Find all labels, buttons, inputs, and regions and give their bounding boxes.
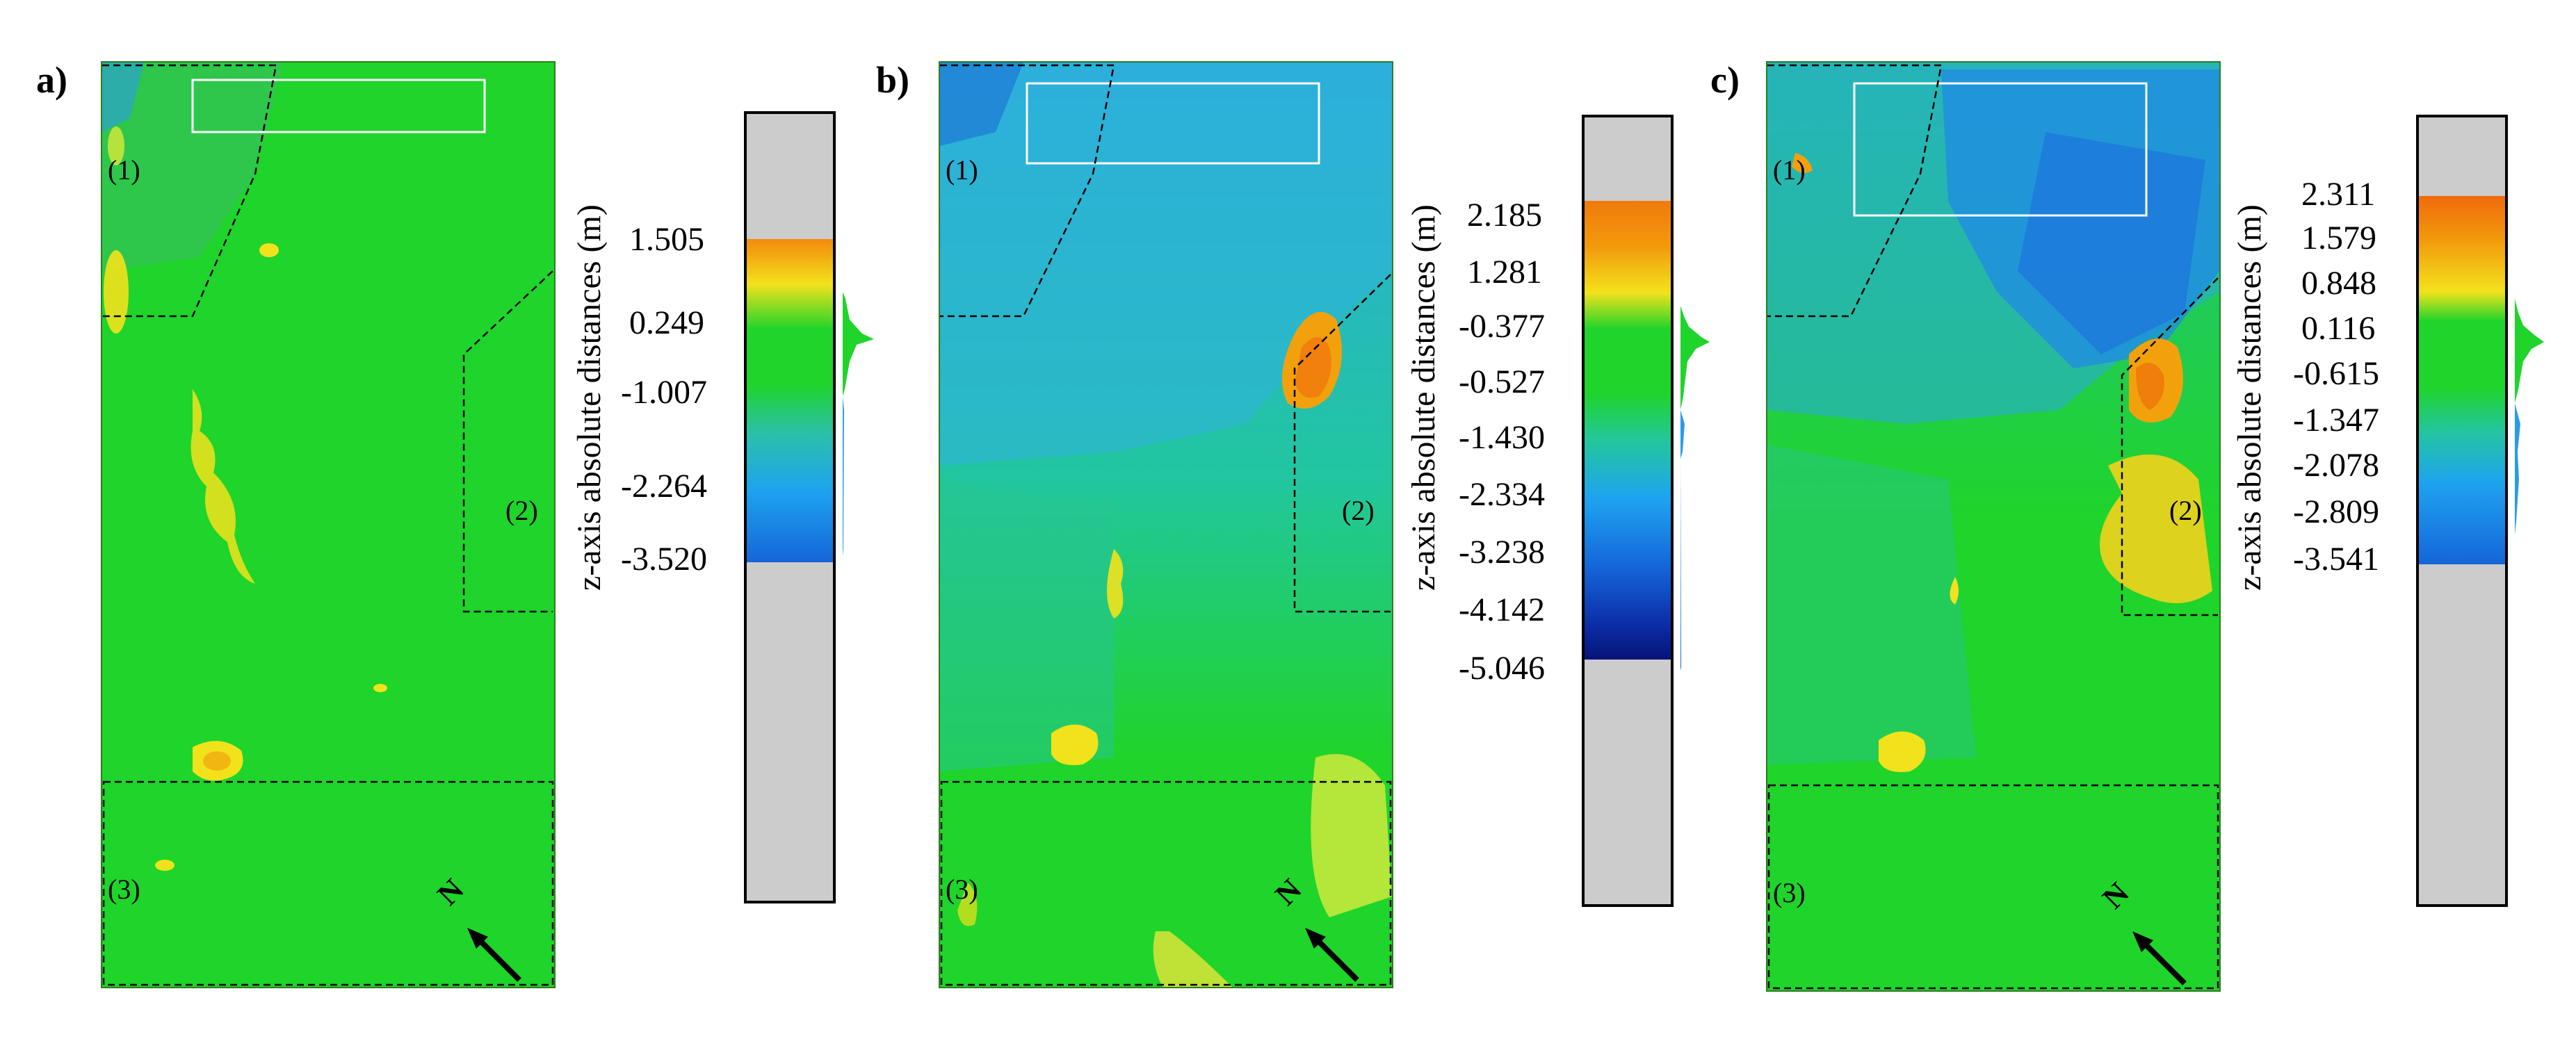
colorbar-tick: -2.334 bbox=[1459, 476, 1545, 513]
region-label-3: (3) bbox=[108, 874, 140, 905]
colorbar-tick: -5.046 bbox=[1459, 650, 1545, 687]
colorbar-tick: -2.809 bbox=[2293, 493, 2379, 530]
colorbar-axis-title: z-axis absolute distances (m) bbox=[2231, 204, 2268, 591]
colorbar-tick: -2.078 bbox=[2293, 447, 2379, 484]
colorbar-tick: -1.430 bbox=[1459, 419, 1545, 456]
colorbar-tick: -3.238 bbox=[1459, 534, 1545, 571]
colorbar-tick: -4.142 bbox=[1459, 591, 1545, 628]
colorbar-tick: 2.185 bbox=[1467, 197, 1542, 234]
map-rendering: N bbox=[1767, 63, 2219, 990]
region-label-1: (1) bbox=[1773, 154, 1806, 186]
map-rendering: N bbox=[102, 63, 554, 987]
panel-letter: b) bbox=[876, 59, 910, 101]
colorbar-axis-title: z-axis absolute distances (m) bbox=[1405, 204, 1442, 591]
colorbar-axis-title: z-axis absolute distances (m) bbox=[571, 204, 608, 591]
region-label-1: (1) bbox=[108, 154, 140, 186]
point-cloud-map: N (1) (2) (3) bbox=[939, 61, 1393, 988]
colorbar-gradient bbox=[1585, 201, 1671, 660]
colorbar-tick: -0.527 bbox=[1459, 363, 1545, 400]
map-rendering: N bbox=[940, 63, 1392, 987]
colorbar-tick: 1.281 bbox=[1467, 254, 1542, 291]
colorbar-tick: -1.347 bbox=[2293, 402, 2379, 439]
colorbar-tick: -3.520 bbox=[621, 541, 707, 578]
region-label-3: (3) bbox=[946, 874, 978, 905]
panel-letter: c) bbox=[1710, 59, 1740, 101]
point-cloud-map: N (1) (2) (3) bbox=[1766, 61, 2221, 992]
colorbar bbox=[2416, 115, 2508, 907]
colorbar-tick: -2.264 bbox=[621, 468, 707, 505]
region-label-2: (2) bbox=[505, 495, 538, 526]
histogram bbox=[1680, 306, 1710, 671]
region-label-2: (2) bbox=[2169, 495, 2202, 526]
region-label-2: (2) bbox=[1342, 495, 1375, 526]
colorbar bbox=[1582, 115, 1674, 907]
colorbar-tick: -0.377 bbox=[1459, 308, 1545, 345]
panel-c: c) bbox=[1710, 0, 2576, 1039]
colorbar-gradient bbox=[2419, 196, 2505, 564]
region-label-3: (3) bbox=[1773, 877, 1806, 908]
colorbar-tick: 0.249 bbox=[629, 304, 704, 341]
panel-a: a) N (1) (2) (3) z-axis absolute distanc… bbox=[0, 0, 874, 1039]
region-label-1: (1) bbox=[946, 154, 978, 186]
colorbar bbox=[744, 111, 836, 903]
point-cloud-map: N (1) (2) (3) bbox=[101, 61, 556, 988]
histogram bbox=[2515, 299, 2544, 535]
panel-letter: a) bbox=[36, 59, 67, 101]
colorbar-tick: 1.505 bbox=[629, 221, 704, 258]
colorbar-tick: 1.579 bbox=[2301, 220, 2376, 256]
colorbar-tick: 0.848 bbox=[2301, 265, 2376, 302]
histogram bbox=[843, 292, 874, 556]
colorbar-tick: 2.311 bbox=[2301, 176, 2376, 213]
colorbar-tick: -0.615 bbox=[2293, 355, 2379, 392]
colorbar-tick: 0.116 bbox=[2301, 310, 2376, 347]
colorbar-gradient bbox=[747, 239, 833, 562]
colorbar-tick: -3.541 bbox=[2293, 541, 2379, 578]
colorbar-tick: -1.007 bbox=[621, 374, 707, 411]
panel-b: b) bbox=[855, 0, 1710, 1039]
